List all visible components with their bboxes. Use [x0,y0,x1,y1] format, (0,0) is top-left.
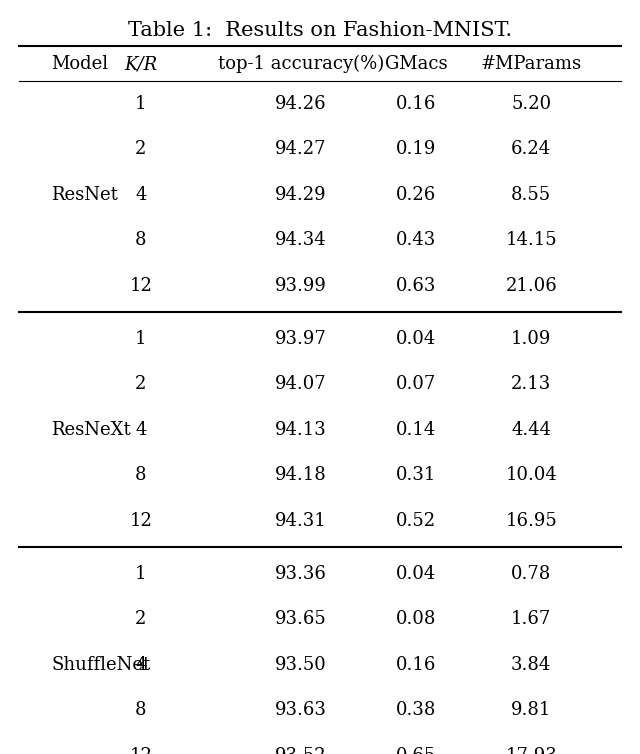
Text: 8.55: 8.55 [511,186,551,204]
Text: 8: 8 [135,467,147,484]
Text: 0.65: 0.65 [396,746,436,754]
Text: 0.08: 0.08 [396,611,436,628]
Text: ResNeXt: ResNeXt [51,421,131,439]
Text: 0.16: 0.16 [396,95,436,113]
Text: K/R: K/R [124,55,157,73]
Text: 0.26: 0.26 [396,186,436,204]
Text: ResNet: ResNet [51,186,118,204]
Text: 0.43: 0.43 [396,231,436,250]
Text: 0.14: 0.14 [396,421,436,439]
Text: 93.99: 93.99 [275,277,327,295]
Text: 94.34: 94.34 [275,231,326,250]
Text: 2: 2 [135,375,147,394]
Text: 21.06: 21.06 [506,277,557,295]
Text: 94.07: 94.07 [275,375,326,394]
Text: 94.31: 94.31 [275,512,326,530]
Text: 93.65: 93.65 [275,611,326,628]
Text: 1: 1 [135,95,147,113]
Text: #MParams: #MParams [481,55,582,73]
Text: 4.44: 4.44 [511,421,551,439]
Text: 94.26: 94.26 [275,95,326,113]
Text: 1: 1 [135,565,147,583]
Text: 12: 12 [129,277,152,295]
Text: 2.13: 2.13 [511,375,551,394]
Text: Table 1:  Results on Fashion-MNIST.: Table 1: Results on Fashion-MNIST. [128,21,512,40]
Text: 93.63: 93.63 [275,701,327,719]
Text: 5.20: 5.20 [511,95,551,113]
Text: 8: 8 [135,701,147,719]
Text: 93.50: 93.50 [275,656,326,674]
Text: 0.07: 0.07 [396,375,436,394]
Text: 4: 4 [135,421,147,439]
Text: 12: 12 [129,746,152,754]
Text: 0.78: 0.78 [511,565,551,583]
Text: 94.27: 94.27 [275,140,326,158]
Text: 4: 4 [135,186,147,204]
Text: 10.04: 10.04 [506,467,557,484]
Text: 93.52: 93.52 [275,746,326,754]
Text: 0.19: 0.19 [396,140,436,158]
Text: ShuffleNet: ShuffleNet [51,656,150,674]
Text: 17.93: 17.93 [506,746,557,754]
Text: 9.81: 9.81 [511,701,552,719]
Text: 0.38: 0.38 [396,701,436,719]
Text: 0.04: 0.04 [396,565,436,583]
Text: 1.67: 1.67 [511,611,551,628]
Text: 93.36: 93.36 [275,565,327,583]
Text: 1: 1 [135,330,147,348]
Text: 2: 2 [135,140,147,158]
Text: Model: Model [51,55,108,73]
Text: 16.95: 16.95 [506,512,557,530]
Text: top-1 accuracy(%): top-1 accuracy(%) [218,55,384,73]
Text: 0.04: 0.04 [396,330,436,348]
Text: 93.97: 93.97 [275,330,326,348]
Text: 94.29: 94.29 [275,186,326,204]
Text: 12: 12 [129,512,152,530]
Text: 1.09: 1.09 [511,330,552,348]
Text: GMacs: GMacs [385,55,447,73]
Text: 94.13: 94.13 [275,421,326,439]
Text: 4: 4 [135,656,147,674]
Text: 0.63: 0.63 [396,277,436,295]
Text: 0.16: 0.16 [396,656,436,674]
Text: 3.84: 3.84 [511,656,551,674]
Text: 8: 8 [135,231,147,250]
Text: 14.15: 14.15 [506,231,557,250]
Text: 6.24: 6.24 [511,140,551,158]
Text: 0.52: 0.52 [396,512,436,530]
Text: 94.18: 94.18 [275,467,326,484]
Text: 2: 2 [135,611,147,628]
Text: 0.31: 0.31 [396,467,436,484]
